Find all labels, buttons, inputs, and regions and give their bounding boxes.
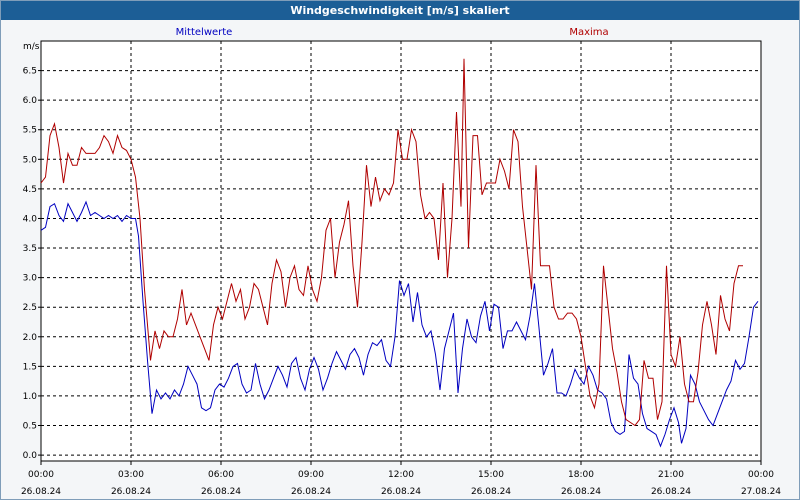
x-tick-date-label: 26.08.24 — [651, 487, 691, 497]
y-tick-label: 4.5 — [23, 185, 37, 195]
x-tick-time-label: 03:00 — [118, 470, 144, 480]
y-tick-label: 5.0 — [23, 155, 38, 165]
x-tick-date-label: 26.08.24 — [471, 487, 511, 497]
legend-maxima: Maxima — [569, 27, 608, 38]
x-axis-ticks: 00:00 26.08.24 03:00 26.08.24 06:00 26.08.24 0… — [21, 461, 781, 497]
y-axis-label: m/s — [23, 42, 40, 52]
x-tick-time-label: 15:00 — [478, 470, 504, 480]
x-tick-date-label: 26.08.24 — [381, 487, 421, 497]
y-tick-label: 1.0 — [23, 392, 38, 402]
y-tick-label: 4.0 — [23, 214, 38, 224]
x-tick-date-label: 26.08.24 — [291, 487, 331, 497]
y-tick-label: 3.0 — [23, 274, 38, 284]
y-axis-ticks: 0.0 0.5 1.0 1.5 2.0 2.5 3.0 3.5 4.0 4.5 5.0 5.5 6.0 6… — [23, 67, 41, 461]
x-tick-time-label: 09:00 — [298, 470, 324, 480]
series-line-mittelwerte — [40, 200, 759, 448]
x-tick-date-label: 27.08.24 — [741, 487, 781, 497]
y-tick-label: 1.5 — [23, 362, 37, 372]
y-tick-label: 0.0 — [23, 451, 38, 461]
y-tick-label: 6.5 — [23, 67, 37, 77]
y-tick-label: 3.5 — [23, 244, 37, 254]
y-tick-label: 2.5 — [23, 303, 37, 313]
x-tick-date-label: 26.08.24 — [21, 487, 61, 497]
window-title: Windgeschwindigkeit [m/s] skaliert — [1, 1, 799, 20]
y-tick-label: 2.0 — [23, 333, 38, 343]
x-tick-time-label: 18:00 — [568, 470, 594, 480]
series-lines — [40, 58, 759, 448]
series-line-maxima — [40, 58, 743, 427]
y-tick-label: 0.5 — [23, 422, 37, 432]
x-tick-time-label: 06:00 — [208, 470, 234, 480]
y-tick-label: 5.5 — [23, 126, 37, 136]
x-tick-date-label: 26.08.24 — [111, 487, 151, 497]
x-tick-date-label: 26.08.24 — [561, 487, 601, 497]
x-tick-time-label: 00:00 — [28, 470, 54, 480]
x-tick-time-label: 00:00 — [748, 470, 774, 480]
y-tick-label: 6.0 — [23, 96, 38, 106]
x-tick-time-label: 21:00 — [658, 470, 684, 480]
x-tick-time-label: 12:00 — [388, 470, 414, 480]
legend-mittelwerte: Mittelwerte — [176, 27, 233, 38]
x-tick-date-label: 26.08.24 — [201, 487, 241, 497]
